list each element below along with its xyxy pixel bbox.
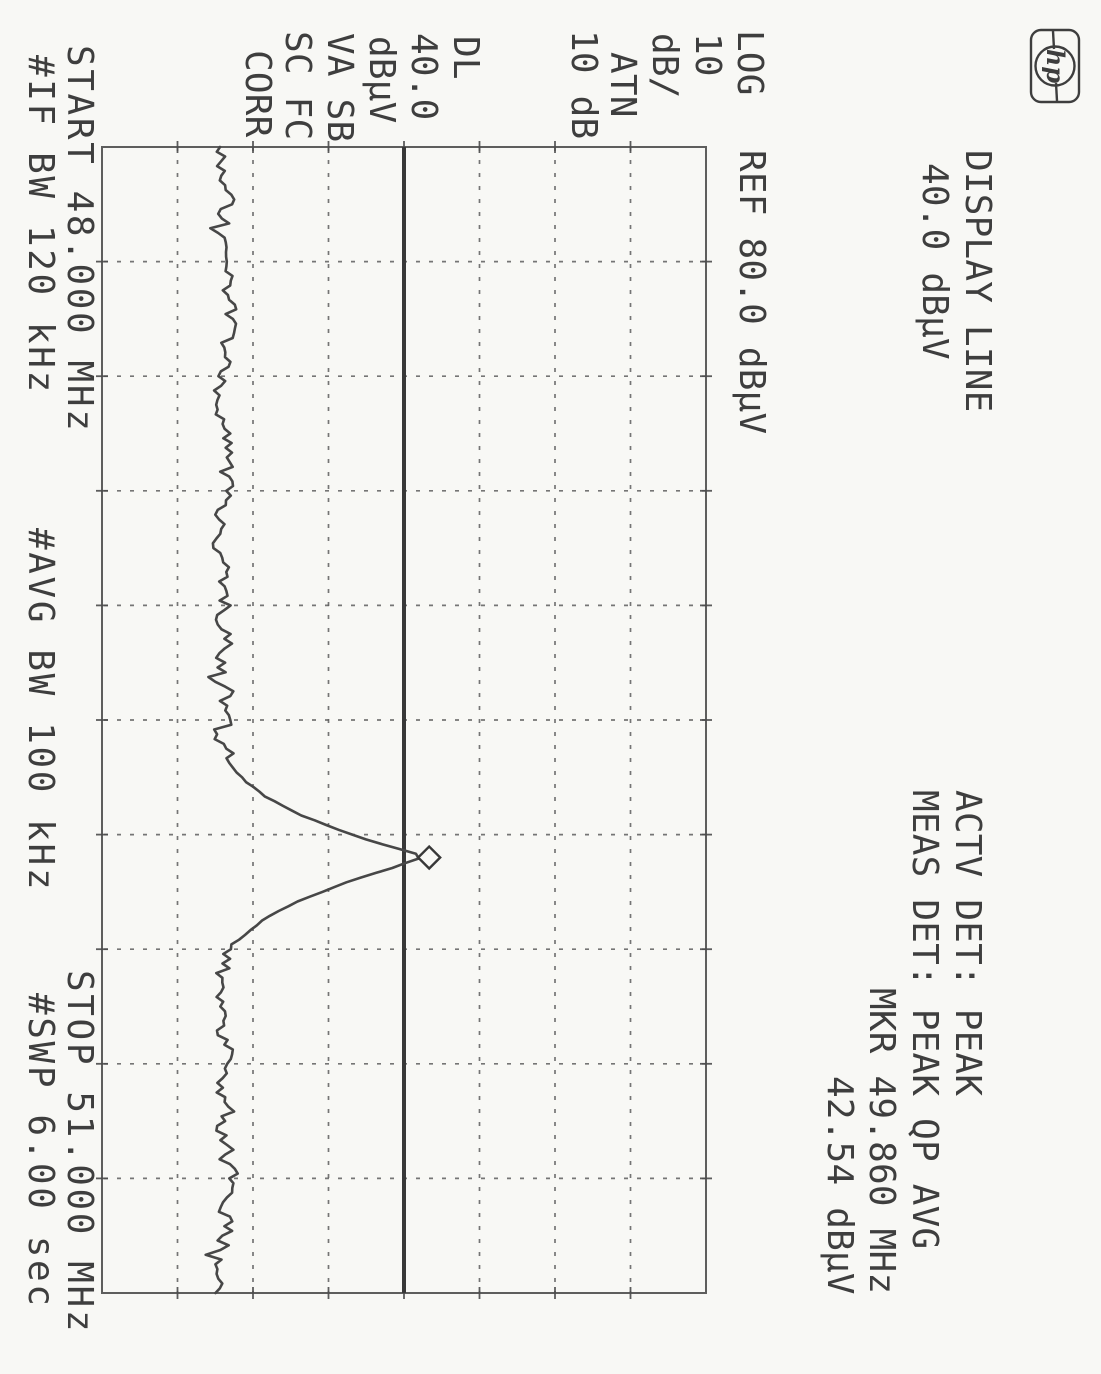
label-stop-frequency: STOP 51.000 MHz bbox=[59, 970, 100, 1335]
label-attenuation-value: 10 dB bbox=[563, 30, 604, 140]
marker-diamond bbox=[416, 844, 442, 871]
annunciator-corr: CORR bbox=[237, 50, 278, 138]
label-display-line-value: 40.0 dBμV bbox=[914, 163, 955, 360]
label-db-per-div: dB/ bbox=[644, 33, 685, 99]
label-scale-value: 10 bbox=[687, 33, 728, 77]
label-log-scale: LOG bbox=[729, 30, 770, 96]
label-avg-bandwidth: #AVG BW 100 kHz bbox=[20, 528, 61, 893]
annunciator-va-sb: VA SB bbox=[319, 33, 360, 143]
label-active-detector: ACTV DET: PEAK bbox=[947, 790, 988, 1097]
label-reference-level: REF 80.0 dBμV bbox=[731, 150, 772, 435]
hp-logo-slash-left bbox=[1051, 30, 1056, 50]
hp-logo: hp bbox=[1029, 28, 1081, 104]
label-attenuation: ATN bbox=[602, 52, 643, 118]
label-sweep-time: #SWP 6.00 sec bbox=[20, 993, 61, 1309]
label-display-line-unit: dBμV bbox=[361, 36, 402, 124]
label-if-bandwidth: #IF BW 120 kHz bbox=[20, 55, 61, 395]
label-display-line-abbrev: DL bbox=[445, 36, 486, 80]
label-display-line: DISPLAY LINE bbox=[957, 150, 998, 413]
annunciator-sc-fc: SC FC bbox=[277, 31, 318, 141]
label-marker-frequency: MKR 49.860 MHz bbox=[861, 988, 902, 1295]
signal-trace bbox=[204, 145, 421, 1295]
hp-logo-slash-right bbox=[1054, 82, 1059, 102]
label-start-frequency: START 48.000 MHz bbox=[59, 45, 100, 434]
hp-logo-text: hp bbox=[1041, 49, 1070, 83]
hp-logo-frame bbox=[1029, 28, 1081, 104]
label-marker-level: 42.54 dBμV bbox=[819, 1076, 860, 1295]
label-display-line-level: 40.0 bbox=[403, 33, 444, 121]
label-measure-detector: MEAS DET: PEAK QP AVG bbox=[904, 790, 945, 1250]
